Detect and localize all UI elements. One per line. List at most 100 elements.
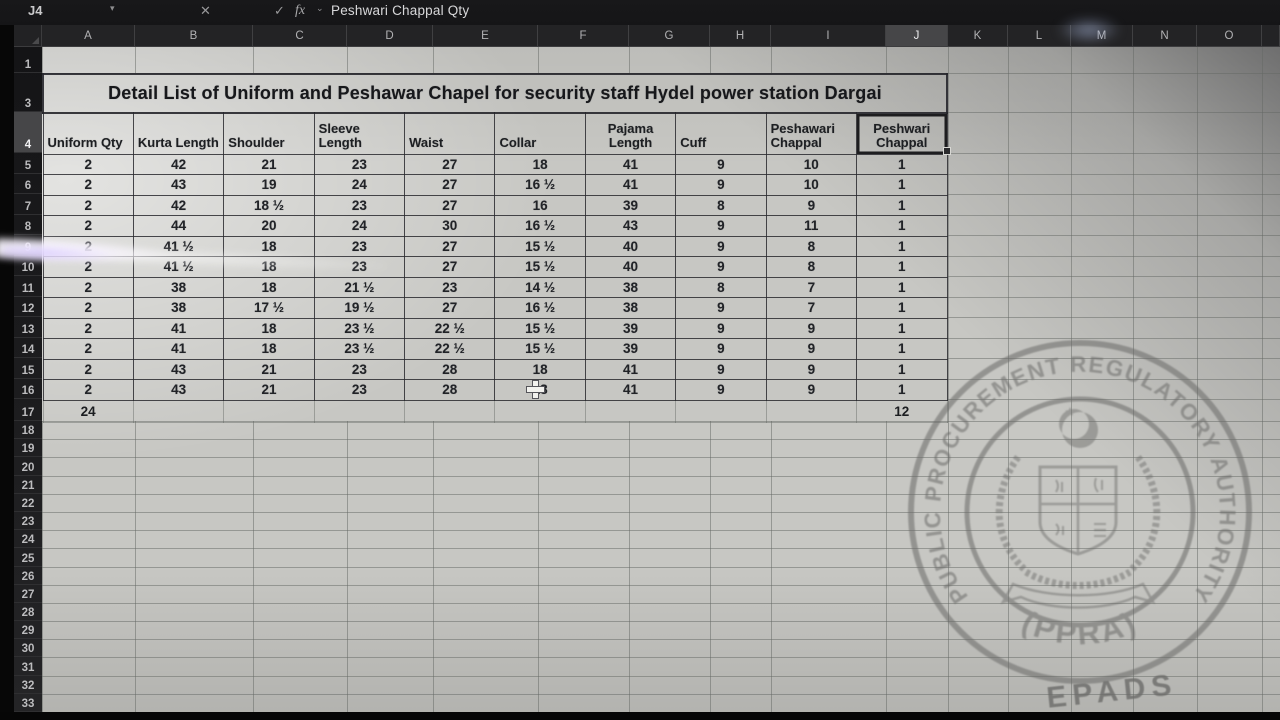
col-header-cell-4[interactable]: Sleeve Length — [313, 112, 406, 155]
cell-r14c6[interactable]: 15 ½ — [494, 338, 586, 360]
insert-function-icon[interactable]: fx — [295, 3, 306, 18]
col-header-cell-10[interactable]: Peshwari Chappal — [856, 112, 948, 155]
cell-r11c6[interactable]: 14 ½ — [494, 276, 586, 298]
cell-r13c1[interactable]: 2 — [42, 317, 134, 339]
cell-r12c3[interactable]: 17 ½ — [223, 297, 315, 319]
row-header-28[interactable]: 28 — [14, 603, 42, 622]
cell-r13c6[interactable]: 15 ½ — [494, 317, 586, 339]
total-cell-c1[interactable]: 24 — [42, 400, 134, 423]
cell-r7c2[interactable]: 42 — [132, 194, 225, 216]
cell-r11c2[interactable]: 38 — [132, 276, 225, 298]
cell-r12c1[interactable]: 2 — [42, 297, 134, 319]
cell-r16c5[interactable]: 28 — [404, 379, 496, 401]
cell-r12c4[interactable]: 19 ½ — [313, 297, 406, 319]
row-header-16[interactable]: 16 — [14, 379, 42, 399]
name-box[interactable]: J4 — [28, 3, 43, 18]
column-header-C[interactable]: C — [253, 25, 347, 47]
total-cell-c2[interactable] — [132, 400, 225, 423]
row-header-17[interactable]: 17 — [14, 399, 42, 421]
row-header-3[interactable]: 3 — [14, 73, 42, 112]
row-header-32[interactable]: 32 — [14, 676, 42, 694]
cell-r16c2[interactable]: 43 — [132, 379, 225, 401]
cell-r14c1[interactable]: 2 — [42, 338, 134, 360]
select-all-corner[interactable] — [14, 25, 42, 47]
cell-r11c7[interactable]: 38 — [584, 276, 677, 298]
column-header-K[interactable]: K — [948, 25, 1008, 47]
cell-r10c2[interactable]: 41 ½ — [132, 256, 225, 278]
cell-r7c3[interactable]: 18 ½ — [223, 194, 315, 216]
cell-r12c6[interactable]: 16 ½ — [494, 297, 586, 319]
cell-r9c3[interactable]: 18 — [223, 235, 315, 257]
cell-r15c10[interactable]: 1 — [856, 358, 948, 380]
cell-r5c9[interactable]: 10 — [765, 153, 858, 175]
row-header-12[interactable]: 12 — [14, 297, 42, 317]
cell-r16c6[interactable]: 18 — [494, 379, 586, 401]
column-header-A[interactable]: A — [42, 25, 135, 47]
row-header-27[interactable]: 27 — [14, 585, 42, 603]
column-header-G[interactable]: G — [629, 25, 710, 47]
cell-r7c4[interactable]: 23 — [313, 194, 406, 216]
cell-r6c7[interactable]: 41 — [584, 174, 677, 196]
cell-r8c5[interactable]: 30 — [404, 215, 496, 237]
cell-r15c7[interactable]: 41 — [584, 358, 677, 380]
cell-r10c8[interactable]: 9 — [675, 256, 767, 278]
cell-r14c7[interactable]: 39 — [584, 338, 677, 360]
row-header-10[interactable]: 10 — [14, 256, 42, 276]
row-header-4[interactable]: 4 — [14, 112, 42, 153]
cancel-icon[interactable]: ✕ — [200, 3, 211, 18]
cell-r10c6[interactable]: 15 ½ — [494, 256, 586, 278]
total-cell-c10[interactable]: 12 — [856, 400, 948, 423]
column-header-I[interactable]: I — [771, 25, 886, 47]
cell-r7c9[interactable]: 9 — [765, 194, 858, 216]
row-header-13[interactable]: 13 — [14, 317, 42, 338]
cell-r12c8[interactable]: 9 — [675, 297, 767, 319]
cell-r6c3[interactable]: 19 — [223, 174, 315, 196]
cell-r10c10[interactable]: 1 — [856, 256, 948, 278]
row-header-31[interactable]: 31 — [14, 657, 42, 676]
row-header-15[interactable]: 15 — [14, 358, 42, 379]
col-header-cell-2[interactable]: Kurta Length — [132, 112, 225, 155]
row-header-14[interactable]: 14 — [14, 338, 42, 358]
cell-r5c10[interactable]: 1 — [856, 153, 948, 175]
cell-r14c2[interactable]: 41 — [132, 338, 225, 360]
cell-r6c6[interactable]: 16 ½ — [494, 174, 586, 196]
cell-r16c8[interactable]: 9 — [675, 379, 767, 401]
cell-r13c7[interactable]: 39 — [584, 317, 677, 339]
row-header-6[interactable]: 6 — [14, 174, 42, 194]
cell-r8c7[interactable]: 43 — [584, 215, 677, 237]
row-header-22[interactable]: 22 — [14, 494, 42, 512]
row-header-8[interactable]: 8 — [14, 215, 42, 235]
name-box-caret-icon[interactable]: ▾ — [110, 3, 115, 13]
row-header-23[interactable]: 23 — [14, 512, 42, 531]
row-header-25[interactable]: 25 — [14, 548, 42, 567]
cell-r15c8[interactable]: 9 — [675, 358, 767, 380]
total-cell-c8[interactable] — [675, 400, 767, 423]
cell-r8c9[interactable]: 11 — [765, 215, 858, 237]
cell-r6c10[interactable]: 1 — [856, 174, 948, 196]
cell-r11c4[interactable]: 21 ½ — [313, 276, 406, 298]
column-header-D[interactable]: D — [347, 25, 433, 47]
cell-r15c2[interactable]: 43 — [132, 358, 225, 380]
row-header-5[interactable]: 5 — [14, 153, 42, 174]
cell-r16c3[interactable]: 21 — [223, 379, 315, 401]
cell-r5c5[interactable]: 27 — [404, 153, 496, 175]
cell-r6c5[interactable]: 27 — [404, 174, 496, 196]
cell-r8c1[interactable]: 2 — [42, 215, 134, 237]
cell-r11c10[interactable]: 1 — [856, 276, 948, 298]
cell-r14c4[interactable]: 23 ½ — [313, 338, 406, 360]
cell-r9c7[interactable]: 40 — [584, 235, 677, 257]
cell-r8c8[interactable]: 9 — [675, 215, 767, 237]
cell-r8c6[interactable]: 16 ½ — [494, 215, 586, 237]
cell-r16c10[interactable]: 1 — [856, 379, 948, 401]
row-header-29[interactable]: 29 — [14, 621, 42, 640]
row-header-20[interactable]: 20 — [14, 457, 42, 476]
cell-r14c9[interactable]: 9 — [765, 338, 858, 360]
cell-r9c8[interactable]: 9 — [675, 235, 767, 257]
cell-r5c6[interactable]: 18 — [494, 153, 586, 175]
cell-r10c7[interactable]: 40 — [584, 256, 677, 278]
cell-r13c2[interactable]: 41 — [132, 317, 225, 339]
cell-r5c8[interactable]: 9 — [675, 153, 767, 175]
row-header-26[interactable]: 26 — [14, 567, 42, 585]
cell-r15c4[interactable]: 23 — [313, 358, 406, 380]
cell-r12c9[interactable]: 7 — [765, 297, 858, 319]
